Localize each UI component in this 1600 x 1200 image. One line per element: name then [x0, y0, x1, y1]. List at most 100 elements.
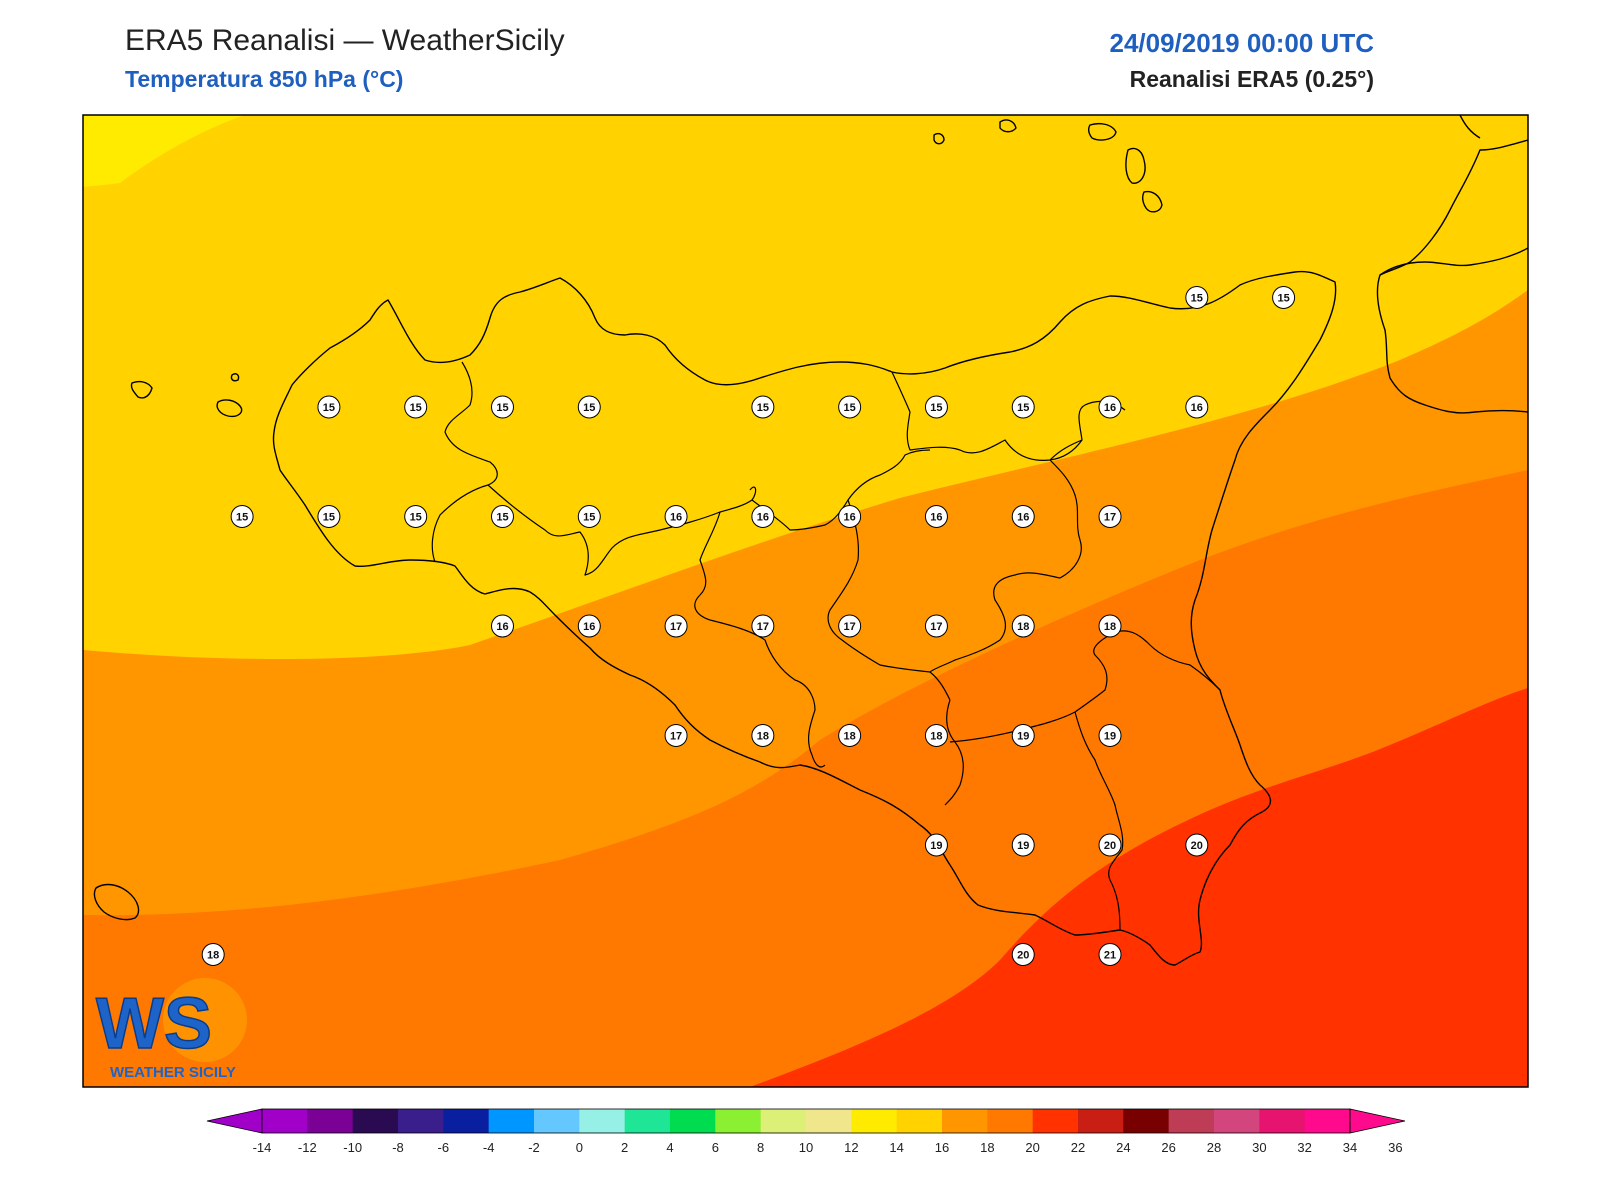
colorbar-tick-label: -10: [343, 1140, 362, 1155]
point-value-label: 17: [757, 621, 769, 633]
colorbar-tick-label: 12: [844, 1140, 858, 1155]
point-value-circle: [838, 724, 862, 747]
point-value-marker: 18: [751, 724, 775, 747]
point-value-marker: 18: [924, 724, 948, 747]
point-value-label: 19: [1017, 840, 1029, 852]
point-value-circle: [201, 943, 225, 966]
colorbar-tick-label: 8: [757, 1140, 764, 1155]
aeolian-island-1: [999, 119, 1017, 133]
point-value-marker: 16: [1098, 395, 1122, 419]
colorbar-tick-label: 28: [1207, 1140, 1221, 1155]
colorbar-swatch: [670, 1109, 716, 1133]
point-value-circle: [664, 724, 688, 747]
point-value-circle: [924, 395, 948, 419]
colorbar-swatch: [715, 1109, 762, 1133]
logo-name: WEATHER SICILY: [110, 1064, 236, 1081]
egadi-island-3: [230, 373, 240, 382]
logo-letters: WS: [96, 984, 212, 1064]
map-frame: [82, 114, 1529, 1088]
point-value-circle: [1011, 395, 1035, 419]
weathersicily-logo: WS WEATHER SICILY: [95, 978, 247, 1081]
point-value-circle: [838, 505, 862, 528]
valid-datetime: 24/09/2019 00:00 UTC: [1109, 28, 1374, 58]
colorbar-frame: [261, 1108, 1351, 1134]
calabria-tyrrhenian-coast: [1379, 139, 1528, 276]
point-value-circle: [490, 395, 514, 419]
border-palermo-messina-inner: [1049, 439, 1083, 461]
point-value-circle: [1098, 614, 1122, 638]
colorbar-swatches: [206, 1108, 1406, 1134]
point-value-marker: 18: [1098, 614, 1122, 638]
colorbar-tick-label: 20: [1025, 1140, 1039, 1155]
point-value-label: 17: [670, 621, 682, 633]
point-value-circle: [1011, 724, 1035, 747]
colorbar-tick-labels: -14 -12 -10 -8 -6 -4 -2 0 2 4 6 8 10 12 14 16 18 20 22 24 26…: [253, 1140, 1403, 1155]
point-value-marker: 18: [838, 724, 862, 747]
point-value-marker: 15: [1185, 286, 1209, 309]
point-value-circle: [1185, 833, 1209, 857]
point-value-label: 15: [844, 402, 856, 414]
point-value-label: 15: [1277, 293, 1289, 305]
band-20-22: [750, 688, 1528, 1087]
point-value-marker: 15: [838, 395, 862, 419]
point-value-circle: [1011, 833, 1035, 857]
pantelleria-island: [93, 883, 140, 921]
egadi-island-2: [216, 399, 243, 418]
coastlines: [93, 115, 1528, 966]
point-value-circle: [577, 395, 601, 419]
point-value-marker: 15: [230, 505, 254, 528]
point-value-label: 19: [1017, 731, 1029, 743]
aeolian-island-3: [1125, 147, 1146, 184]
colorbar-swatch: [624, 1109, 671, 1133]
colorbar-swatch: [760, 1109, 807, 1133]
point-value-circle: [838, 614, 862, 638]
colorbar-tick-label: 26: [1161, 1140, 1175, 1155]
point-value-marker: 18: [1011, 614, 1035, 638]
colorbar-tick-label: -6: [438, 1140, 450, 1155]
colorbar-swatch: [534, 1109, 580, 1133]
point-value-label: 18: [844, 731, 856, 743]
point-value-label: 15: [410, 512, 422, 524]
point-value-circle: [1098, 943, 1122, 966]
point-value-label: 15: [323, 402, 335, 414]
colorbar-tick-label: 32: [1297, 1140, 1311, 1155]
point-value-circle: [577, 614, 601, 638]
point-value-label: 16: [844, 512, 856, 524]
point-value-marker: 15: [317, 395, 341, 419]
point-value-label: 15: [236, 512, 248, 524]
calabria-coastline: [1376, 247, 1528, 414]
point-value-marker: 15: [317, 505, 341, 528]
point-value-circle: [924, 505, 948, 528]
point-value-circle: [1185, 286, 1209, 309]
border-palermo-agrigento: [487, 484, 757, 576]
border-agrigento-caltanissetta: [694, 511, 826, 768]
colorbar-swatch: [1168, 1109, 1215, 1133]
colorbar-swatch: [851, 1109, 898, 1133]
border-trapani-palermo: [431, 361, 498, 563]
point-value-marker: 15: [577, 505, 601, 528]
point-value-label: 19: [1104, 731, 1116, 743]
point-value-marker: 18: [201, 943, 225, 966]
colorbar-tick-label: 18: [980, 1140, 994, 1155]
point-value-marker: 17: [924, 614, 948, 638]
colorbar-swatch: [1078, 1109, 1124, 1133]
point-value-marker: 19: [1011, 724, 1035, 747]
point-value-label: 15: [1191, 293, 1203, 305]
colorbar-tick-label: 2: [621, 1140, 628, 1155]
point-value-label: 18: [757, 731, 769, 743]
point-value-marker: 21: [1098, 943, 1122, 966]
point-value-marker: 17: [751, 614, 775, 638]
point-value-label: 18: [1104, 621, 1116, 633]
point-value-label: 16: [1017, 512, 1029, 524]
colorbar-swatch: [1214, 1109, 1260, 1133]
point-value-circle: [1011, 614, 1035, 638]
colorbar-tick-label: 24: [1116, 1140, 1130, 1155]
point-value-circle: [751, 724, 775, 747]
point-value-label: 15: [410, 402, 422, 414]
point-value-label: 16: [670, 512, 682, 524]
point-value-circle: [1272, 286, 1296, 309]
point-value-marker: 17: [1098, 505, 1122, 528]
aeolian-island-2: [1087, 123, 1117, 141]
point-value-marker: 16: [838, 505, 862, 528]
